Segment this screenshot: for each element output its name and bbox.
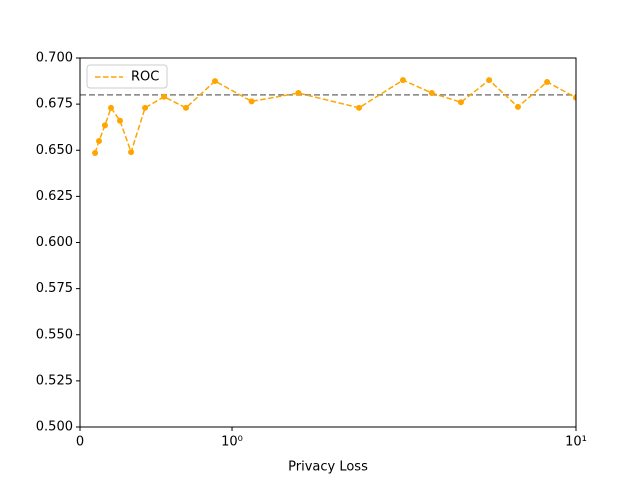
plot-frame	[79, 57, 577, 428]
y-tick-label: 0.625	[36, 189, 73, 204]
point	[161, 93, 168, 100]
point	[514, 103, 521, 110]
point	[399, 77, 406, 84]
y-tick-label: 0.525	[36, 373, 73, 388]
point	[142, 104, 149, 111]
legend-label: ROC	[131, 70, 159, 85]
x-axis-label: Privacy Loss	[288, 460, 368, 475]
series-line	[94, 79, 576, 155]
point	[428, 90, 435, 97]
point	[544, 78, 551, 85]
point	[116, 117, 123, 124]
point	[295, 90, 302, 97]
point	[356, 104, 363, 111]
point	[182, 104, 189, 111]
point	[248, 98, 255, 105]
point	[128, 149, 135, 156]
point	[101, 122, 108, 129]
point	[457, 99, 464, 106]
legend-box	[86, 64, 168, 89]
y-tick-label: 0.675	[36, 97, 73, 112]
y-tick-label: 0.575	[36, 281, 73, 296]
point	[92, 150, 99, 157]
point	[108, 104, 115, 111]
point	[96, 138, 103, 145]
y-tick-label: 0.500	[36, 420, 73, 435]
y-tick-label: 0.700	[36, 51, 73, 66]
point	[573, 94, 576, 101]
y-tick-label: 0.650	[36, 143, 73, 158]
y-tick-label: 0.600	[36, 235, 73, 250]
point	[486, 77, 493, 84]
x-tick-label: 10¹	[565, 435, 587, 450]
x-tick-label: 0	[76, 435, 84, 450]
y-tick-label: 0.550	[36, 327, 73, 342]
x-tick-label: 10⁰	[221, 435, 243, 450]
point	[212, 78, 219, 85]
